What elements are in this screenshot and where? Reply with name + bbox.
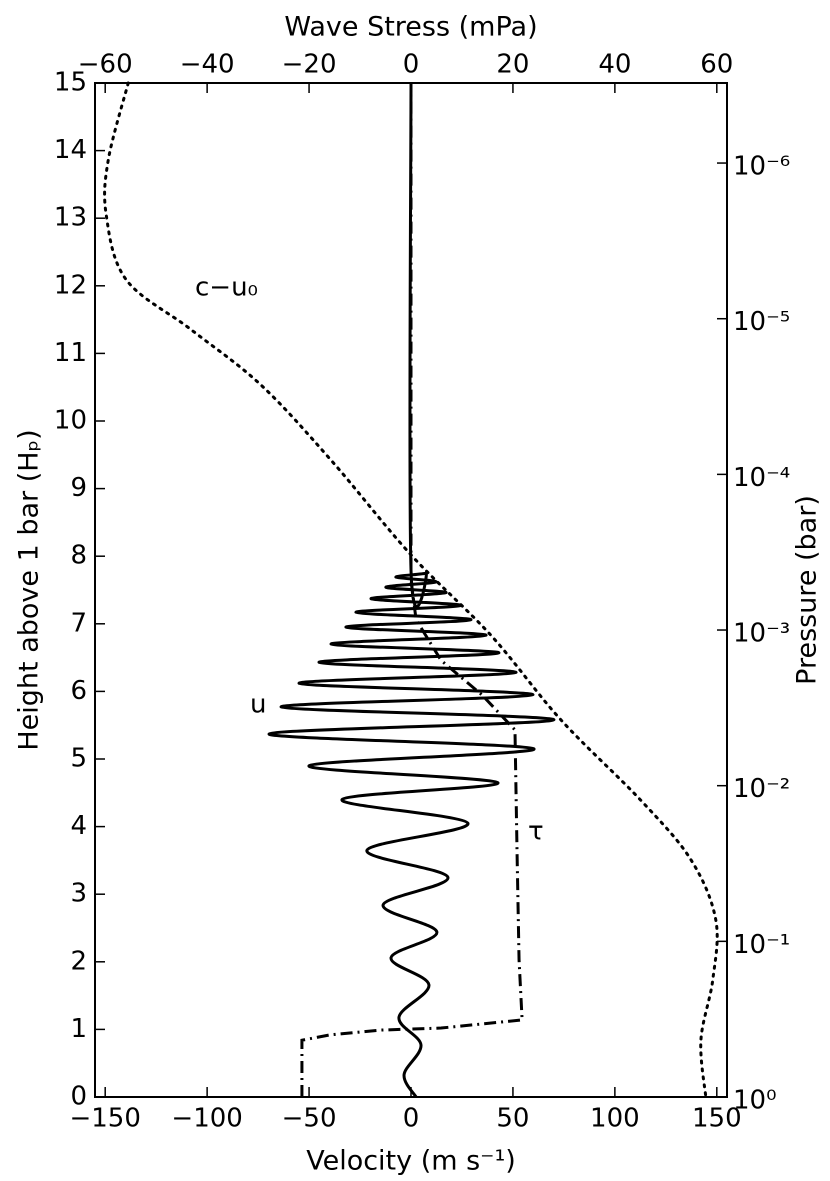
y-tick-label: 13 [54, 203, 87, 233]
y2-axis-title: Pressure (bar) [792, 495, 823, 685]
y-tick-label: 4 [70, 811, 87, 841]
y-tick-label: 11 [54, 338, 87, 368]
y-tick-label: 9 [70, 473, 87, 503]
x-tick-label: 50 [496, 1104, 529, 1134]
y-tick-label: 7 [70, 608, 87, 638]
x2-axis-title: Wave Stress (mPa) [284, 12, 537, 43]
y2-tick-label: 10⁻³ [733, 619, 790, 649]
series-line [267, 82, 556, 1098]
series-label: c−u₀ [195, 273, 258, 303]
series-label: τ [528, 817, 544, 847]
x-axis-title: Velocity (m s⁻¹) [306, 1146, 516, 1177]
y-tick-label: 8 [70, 541, 87, 571]
y2-tick-label: 10⁻⁵ [733, 307, 790, 337]
y-tick-label: 5 [70, 744, 87, 774]
x2-tick-label: −40 [180, 50, 235, 80]
y-axis-title: Height above 1 bar (Hₚ) [14, 429, 45, 750]
y2-tick-label: 10⁻⁶ [733, 152, 790, 182]
x-tick-label: 0 [403, 1104, 420, 1134]
y2-tick-label: 10⁰ [733, 1086, 777, 1116]
series-line [300, 83, 524, 1097]
y-tick-label: 15 [54, 68, 87, 98]
series-label: u [250, 690, 266, 720]
y2-tick-label: 10⁻⁴ [733, 463, 790, 493]
y-tick-label: 3 [70, 879, 87, 909]
y-tick-label: 0 [70, 1082, 87, 1112]
x2-tick-label: −20 [282, 50, 337, 80]
y-tick-label: 6 [70, 676, 87, 706]
y-tick-label: 14 [54, 135, 87, 165]
x-tick-label: 100 [590, 1104, 640, 1134]
x2-tick-label: −60 [78, 50, 133, 80]
x2-tick-label: 60 [700, 50, 733, 80]
x2-tick-label: 40 [598, 50, 631, 80]
x-tick-label: 150 [692, 1104, 742, 1134]
y-tick-label: 10 [54, 406, 87, 436]
y-tick-label: 1 [70, 1014, 87, 1044]
x-tick-label: −150 [69, 1104, 140, 1134]
x2-tick-label: 20 [496, 50, 529, 80]
y2-tick-label: 10⁻¹ [733, 930, 790, 960]
y-tick-label: 12 [54, 270, 87, 300]
x-tick-label: −50 [282, 1104, 337, 1134]
y-tick-label: 2 [70, 946, 87, 976]
series-line [103, 81, 719, 1099]
y2-tick-label: 10⁻² [733, 774, 790, 804]
x2-tick-label: 0 [403, 50, 420, 80]
x-tick-label: −100 [171, 1104, 242, 1134]
